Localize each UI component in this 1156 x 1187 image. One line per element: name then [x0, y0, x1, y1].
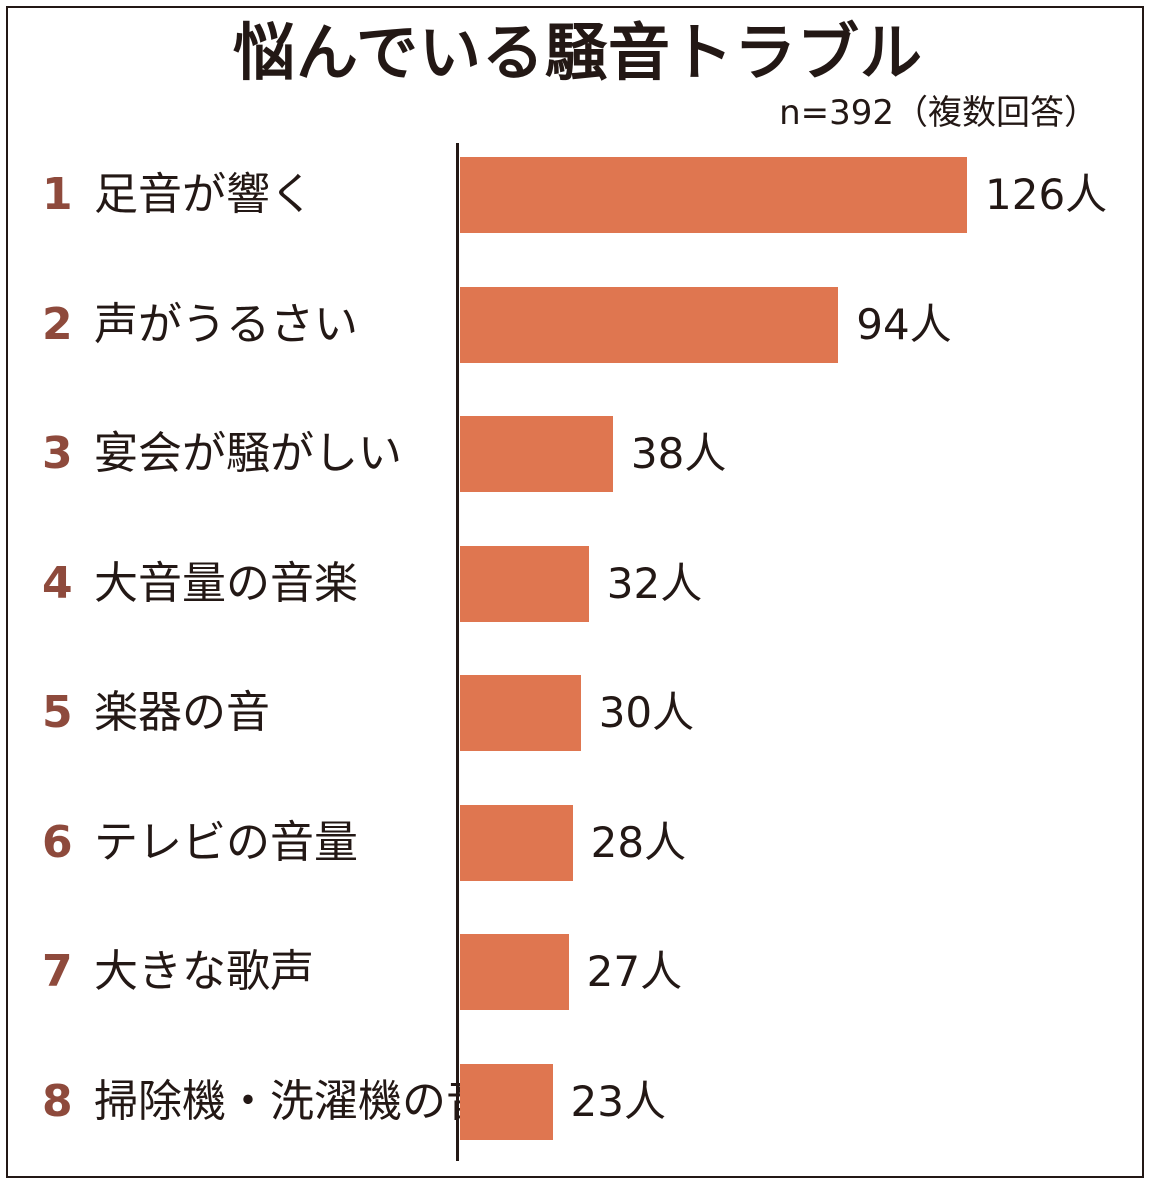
- rank-number: 1: [42, 169, 73, 220]
- bar: [460, 1063, 553, 1140]
- data-label: 32人: [606, 558, 703, 608]
- category-label: 足音が響く: [94, 169, 314, 220]
- data-label: 94人: [856, 299, 952, 349]
- rank-number: 8: [42, 1075, 73, 1127]
- bar: [460, 804, 573, 881]
- bar: [460, 934, 569, 1010]
- rank-number: 5: [42, 687, 73, 738]
- data-label: 38人: [630, 429, 727, 478]
- rank-number: 6: [42, 816, 73, 868]
- category-label: 宴会が騒がしい: [94, 428, 402, 479]
- category-label: 大きな歌声: [94, 946, 314, 997]
- data-label: 28人: [590, 817, 687, 867]
- data-label: 23人: [570, 1076, 666, 1126]
- rank-number: 3: [42, 428, 73, 479]
- sample-note: n=392（複数回答）: [779, 93, 1098, 133]
- rank-number: 2: [42, 298, 73, 350]
- data-label: 30人: [598, 688, 695, 737]
- category-label: 大音量の音楽: [94, 557, 358, 609]
- y-axis-line: [456, 143, 459, 1161]
- chart-title: 悩んでいる騒音トラブル: [233, 16, 923, 89]
- bar: [460, 157, 967, 233]
- bar: [460, 286, 839, 363]
- data-label: 27人: [586, 947, 683, 996]
- bar: [460, 545, 589, 622]
- bar: [460, 675, 581, 751]
- category-label: テレビの音量: [94, 816, 358, 868]
- category-label: 掃除機・洗濯機の音: [94, 1075, 490, 1127]
- bar: [460, 416, 613, 492]
- category-label: 楽器の音: [94, 687, 270, 738]
- data-label: 126人: [985, 170, 1108, 219]
- rank-number: 7: [42, 946, 73, 997]
- category-label: 声がうるさい: [94, 298, 358, 350]
- rank-number: 4: [42, 557, 73, 609]
